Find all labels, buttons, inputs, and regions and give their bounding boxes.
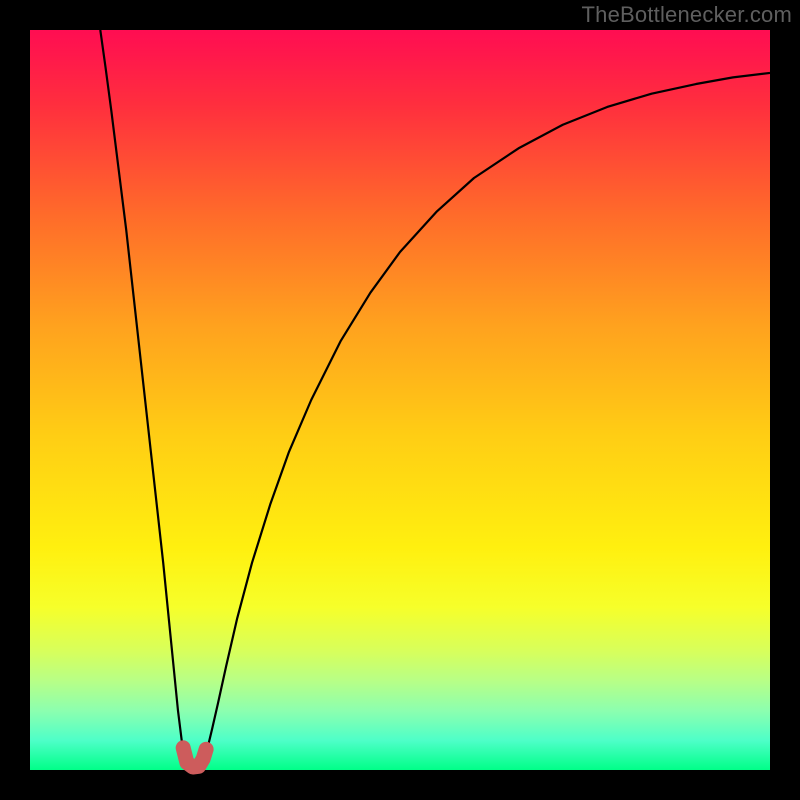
- watermark-text: TheBottlenecker.com: [582, 2, 792, 28]
- bottleneck-chart: [0, 0, 800, 800]
- gradient-background: [30, 30, 770, 770]
- chart-frame: TheBottlenecker.com: [0, 0, 800, 800]
